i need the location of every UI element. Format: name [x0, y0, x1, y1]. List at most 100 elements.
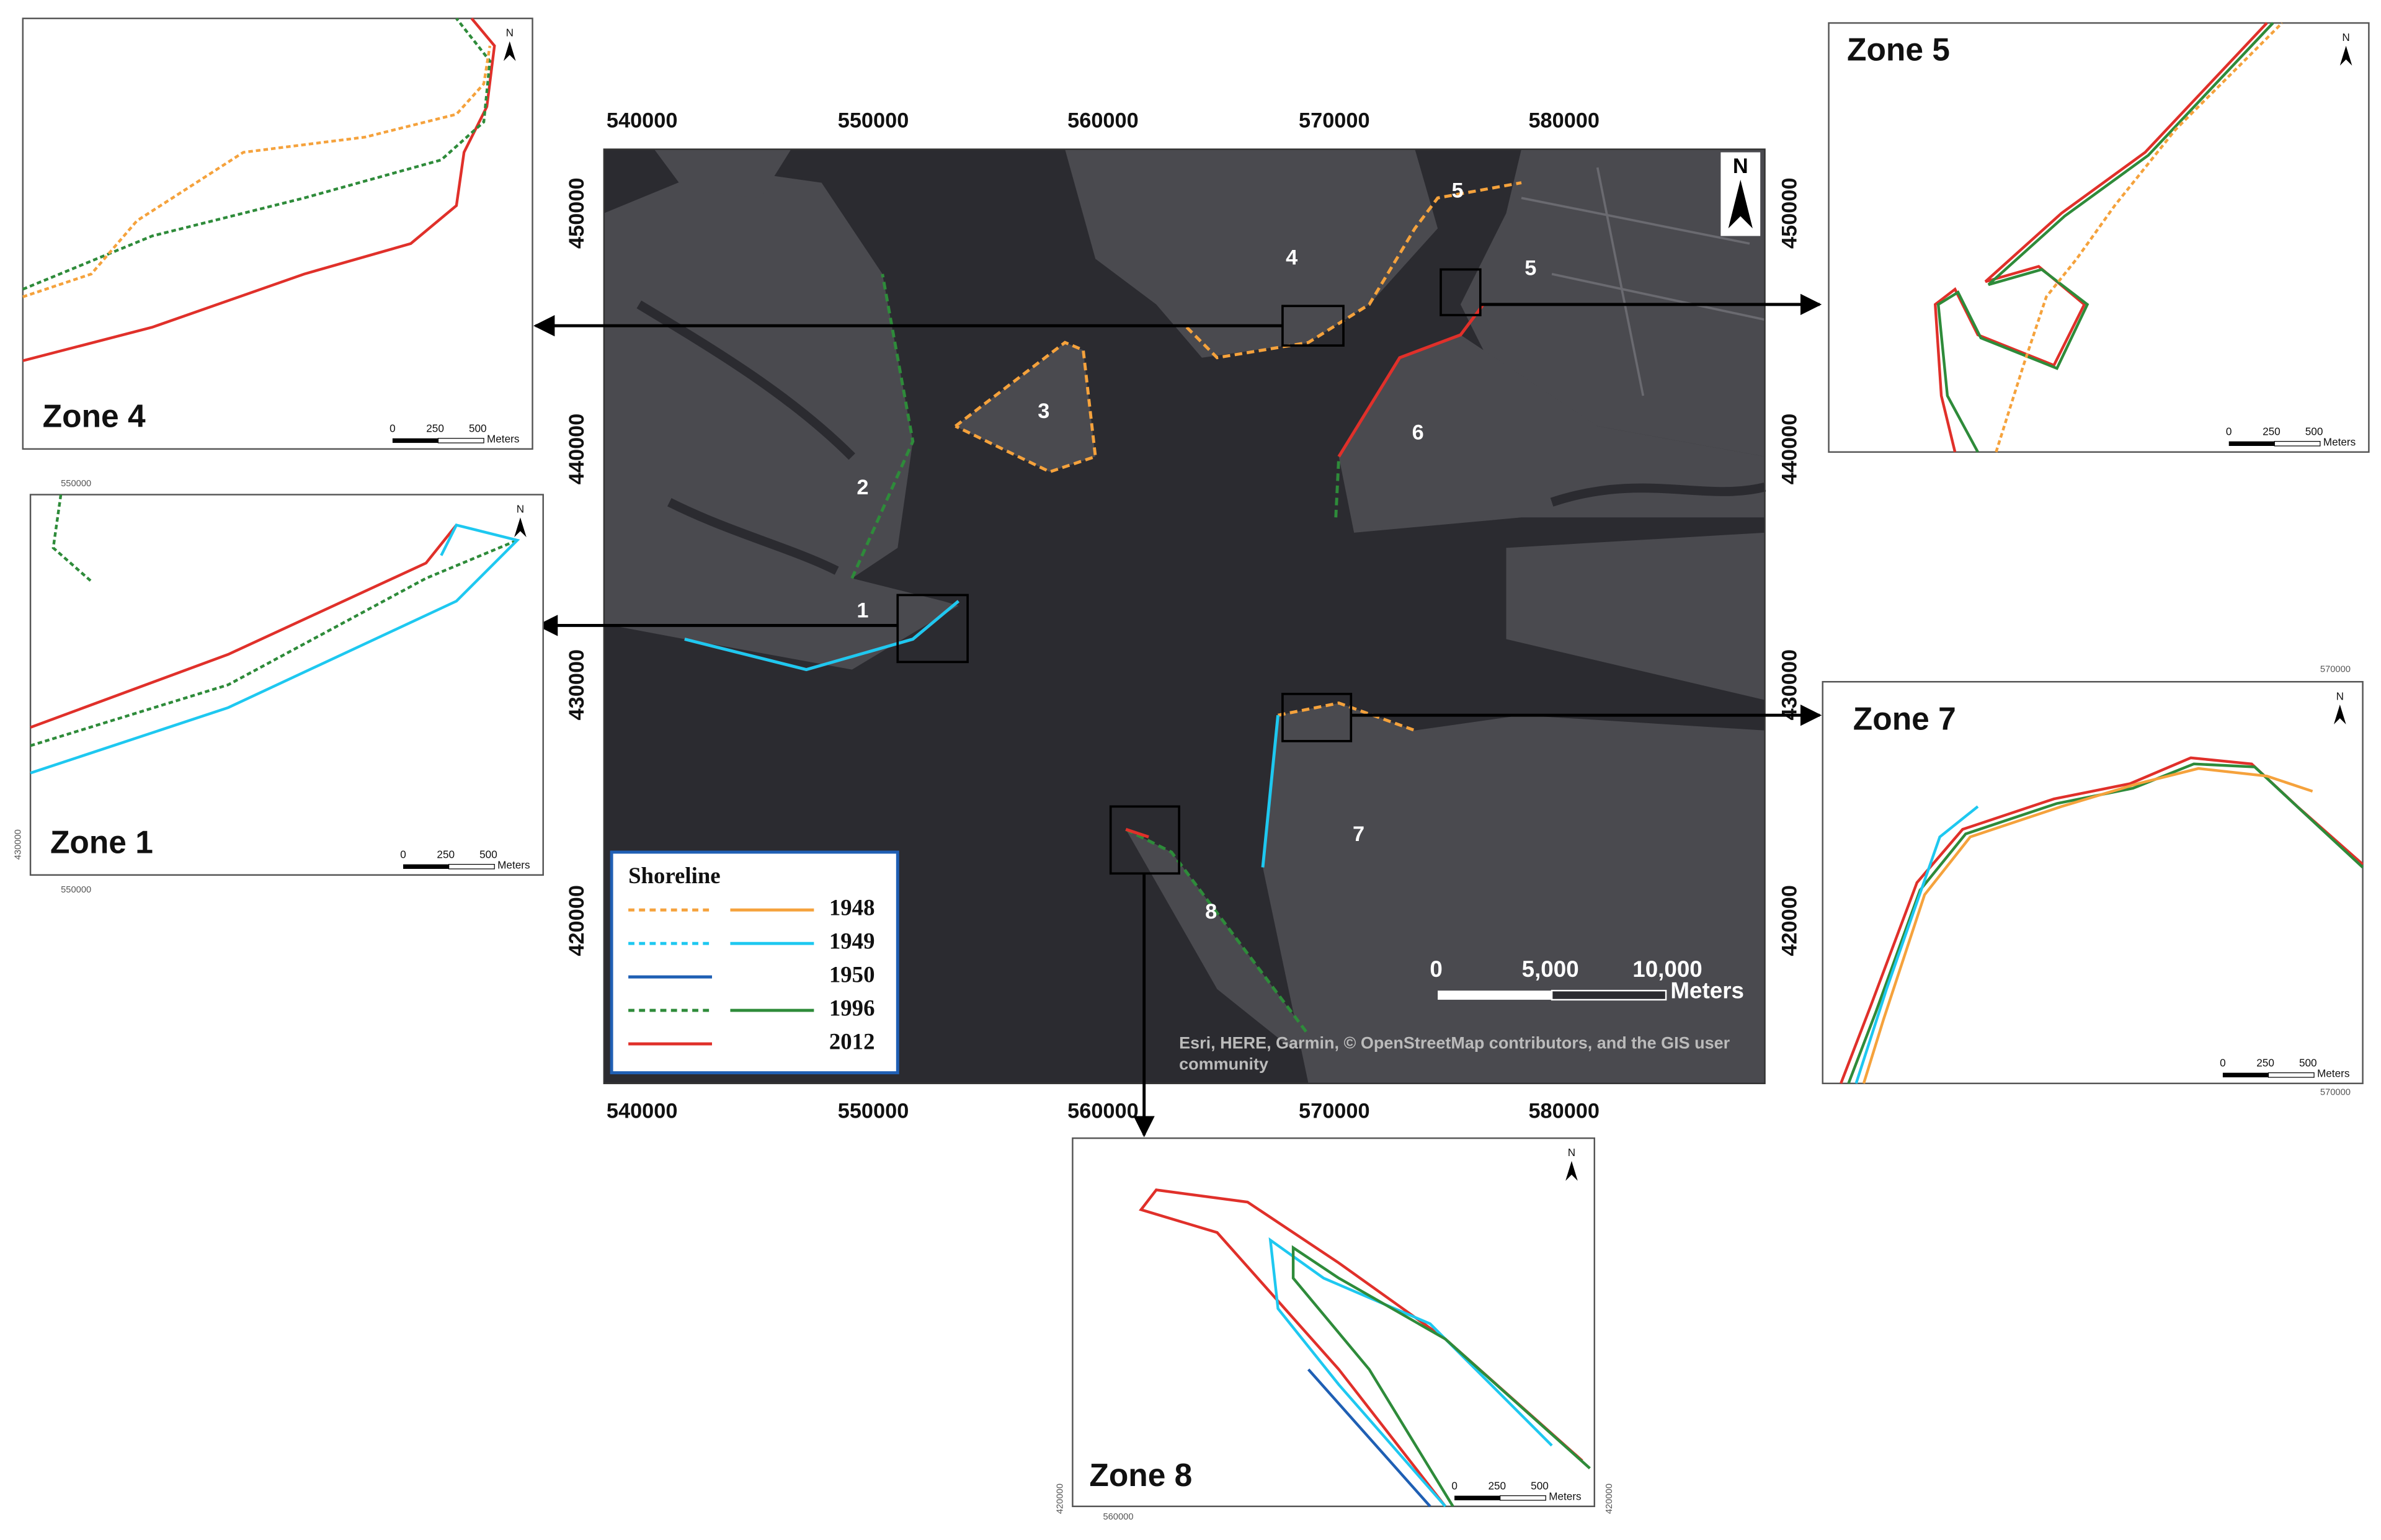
- inset-scale-label: 0: [2226, 425, 2232, 437]
- x-coord-label: 580000: [1528, 109, 1600, 133]
- inset-scale-unit: Meters: [2317, 1067, 2349, 1080]
- y-coord-label: 450000: [1778, 177, 1801, 249]
- inset-scale-label: 0: [2220, 1056, 2226, 1069]
- area-label: 4: [1286, 246, 1297, 269]
- legend-title: Shoreline: [628, 863, 721, 888]
- inset-title: Zone 5: [1847, 31, 1950, 67]
- inset-title: Zone 1: [50, 824, 153, 860]
- inset-north-arrow: [503, 41, 516, 61]
- x-coord-label: 570000: [1299, 109, 1370, 133]
- shoreline: [1125, 827, 1149, 839]
- inset-shoreline: [30, 539, 518, 747]
- inset-coord: 420000: [1604, 1484, 1614, 1514]
- area-label: 5: [1524, 257, 1536, 280]
- legend-label: 1950: [829, 962, 875, 987]
- inset-shoreline: [22, 17, 496, 362]
- shoreline: [1185, 181, 1522, 360]
- inset-shoreline: [1854, 805, 1979, 1084]
- scale-label: 5,000: [1522, 956, 1579, 982]
- north-label: N: [1733, 154, 1748, 178]
- inset-scale-dark: [403, 864, 449, 869]
- x-coord-label: 550000: [838, 1100, 909, 1123]
- inset-scale-light: [437, 438, 484, 443]
- land: [1506, 532, 1765, 700]
- attribution: Esri, HERE, Garmin, © OpenStreetMap cont…: [1179, 1035, 1730, 1074]
- inset-scale-label: 250: [2263, 425, 2281, 437]
- inset-shoreline: [1307, 1368, 1431, 1508]
- north-arrow: [1728, 179, 1753, 229]
- area-label: 5: [1451, 179, 1463, 202]
- land: [654, 149, 791, 198]
- legend-box: [610, 850, 899, 1075]
- y-coord-label: 420000: [1778, 885, 1801, 956]
- inset-scale-label: 500: [2299, 1056, 2317, 1069]
- y-coord-label: 430000: [565, 649, 589, 721]
- inset-frame: [29, 494, 544, 876]
- shoreline: [1261, 714, 1280, 868]
- inset-shoreline: [1995, 22, 2284, 453]
- x-coord-label: 570000: [1299, 1100, 1370, 1123]
- zoom-box: [1440, 268, 1482, 316]
- inset-scale-unit: Meters: [497, 859, 530, 871]
- land: [1126, 829, 1309, 1050]
- land: [1338, 334, 1765, 533]
- shoreline: [1334, 456, 1341, 518]
- inset-scale-light: [2268, 1072, 2315, 1078]
- inset-coord: 570000: [2320, 1087, 2351, 1097]
- inset-shoreline: [1936, 22, 2274, 453]
- inset-scale-label: 250: [437, 848, 455, 860]
- shoreline: [684, 600, 959, 672]
- x-coord-label: 580000: [1528, 1100, 1600, 1123]
- inset-scale-label: 500: [2305, 425, 2323, 437]
- x-coord-label: 560000: [1067, 109, 1139, 133]
- inset-shoreline: [1933, 22, 2268, 453]
- area-label: 8: [1205, 900, 1217, 924]
- area-label: 7: [1353, 822, 1364, 846]
- roads: [1521, 167, 1765, 396]
- y-coord-label: 430000: [1778, 649, 1801, 721]
- legend-label: 2012: [829, 1028, 875, 1054]
- area-label: 6: [1412, 421, 1424, 444]
- channel: [636, 300, 1766, 575]
- inset-scale-light: [2274, 441, 2321, 447]
- inset-frame: [1828, 22, 2370, 453]
- scale-unit: Meters: [1670, 977, 1744, 1003]
- area-label: 1: [857, 599, 868, 622]
- land: [603, 167, 959, 670]
- land: [1263, 703, 1765, 1084]
- inset-coord: 550000: [61, 479, 91, 489]
- scale-bar-white: [1438, 990, 1552, 1000]
- inset-shoreline: [1291, 1245, 1591, 1507]
- inset-title: Zone 8: [1089, 1457, 1192, 1493]
- inset-scale-label: 0: [389, 422, 396, 435]
- inset-north: N: [2342, 31, 2349, 43]
- x-coord-label: 540000: [607, 1100, 678, 1123]
- shoreline: [1278, 701, 1416, 732]
- inset-scale-label: 0: [400, 848, 406, 860]
- inset-scale-label: 0: [1451, 1479, 1458, 1492]
- inset-shoreline: [22, 45, 492, 298]
- area-label: 2: [857, 476, 868, 499]
- inset-scale-label: 500: [469, 422, 487, 435]
- inset-north: N: [2336, 690, 2344, 702]
- inset-scale-unit: Meters: [1549, 1490, 1581, 1503]
- x-coord-label: 540000: [607, 109, 678, 133]
- zoom-box: [896, 594, 969, 664]
- x-coord-label: 550000: [838, 109, 909, 133]
- inset-scale-dark: [2228, 441, 2275, 447]
- legend-label: 1996: [829, 995, 875, 1021]
- y-coord-label: 450000: [565, 177, 589, 249]
- inset-scale-label: 250: [1488, 1479, 1506, 1492]
- inset-coord: 420000: [1056, 1484, 1066, 1514]
- shoreline: [1125, 827, 1310, 1036]
- legend-label: 1949: [829, 928, 875, 954]
- inset-scale-dark: [392, 438, 438, 443]
- y-coord-label: 420000: [565, 885, 589, 956]
- area-label: 3: [1038, 399, 1049, 423]
- inset-north: N: [1568, 1146, 1575, 1159]
- inset-north: N: [517, 503, 524, 515]
- inset-scale-label: 250: [2256, 1056, 2274, 1069]
